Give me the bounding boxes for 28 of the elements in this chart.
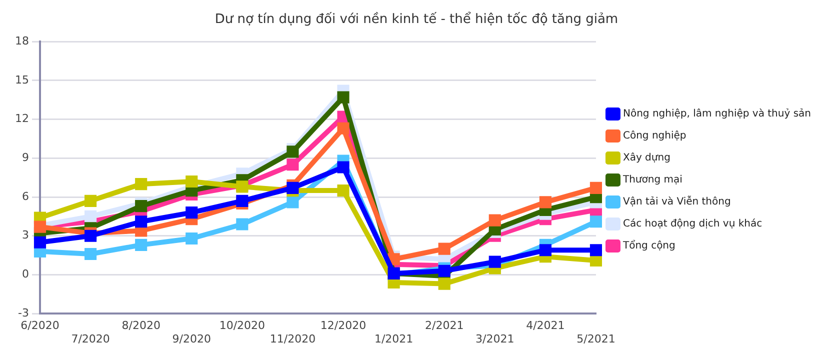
legend-label: Tổng cộng [622, 240, 676, 252]
x-tick-label: 8/2020 [122, 319, 160, 332]
y-tick-label: 18 [14, 34, 29, 48]
x-tick-label: 2/2021 [424, 319, 464, 332]
x-tick-label: 3/2021 [476, 332, 514, 346]
legend-label: Các hoạt động dịch vụ khác [622, 218, 762, 230]
legend-label: Công nghiệp [622, 130, 686, 142]
x-tick-label: 12/2020 [320, 319, 366, 332]
y-tick-label: 12 [14, 112, 29, 126]
y-tick-label: 3 [22, 228, 29, 242]
x-tick-label: 10/2020 [219, 319, 266, 332]
x-tick-label: 11/2020 [270, 332, 316, 346]
y-tick-label: 9 [22, 151, 29, 164]
legend-label: Vận tải và Viễn thông [622, 196, 731, 208]
y-tick-label: 15 [14, 73, 29, 86]
y-tick-label: -3 [18, 306, 29, 320]
y-tick-label: 0 [22, 268, 29, 281]
chart-title: Dư nợ tín dụng đối với nền kinh tế - thể hiện tốc độ tăng giảm [214, 11, 618, 28]
y-tick-label: 6 [22, 190, 29, 203]
x-tick-label: 4/2021 [526, 319, 565, 332]
x-tick-label: 6/2020 [20, 319, 60, 332]
legend-label: Nông nghiệp, lâm nghiệp và thuỷ sản [622, 108, 812, 120]
x-tick-label: 7/2020 [71, 332, 110, 346]
x-tick-label: 5/2021 [576, 332, 616, 346]
x-tick-label: 1/2021 [374, 332, 414, 346]
x-tick-label: 9/2020 [172, 332, 211, 346]
legend-label: Thương mại [622, 174, 682, 186]
legend-label: Xây dựng [622, 152, 670, 164]
